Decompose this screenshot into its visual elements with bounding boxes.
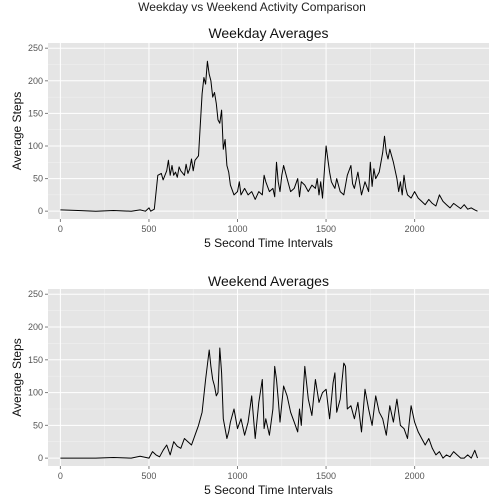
panel-1-x-tick-label: 2000 [405,224,425,234]
panel-1-title: Weekday Averages [208,25,328,41]
panel-2-y-axis-label: Average Steps [10,338,24,417]
panel-2-plot-background [48,289,489,466]
panel-1-y-tick-label: 100 [28,141,43,151]
panel-1-x-tick-label: 1500 [316,224,336,234]
panel-2-y-tick-label: 250 [28,289,43,299]
panel-2-y-tick-label: 150 [28,355,43,365]
panel-2-y-tick-label: 50 [33,420,43,430]
panel-1-y-tick-label: 250 [28,43,43,53]
panel-2-x-axis-label: 5 Second Time Intervals [204,483,333,497]
panel-2-x-tick-label: 1500 [316,471,336,481]
panel-2-y-tick-label: 200 [28,322,43,332]
panel-1-x-axis-label: 5 Second Time Intervals [204,236,333,250]
panel-1-y-tick-label: 50 [33,174,43,184]
panel-2-title: Weekend Averages [208,273,329,289]
panel-1-x-tick-label: 1000 [227,224,247,234]
panel-2-y-tick-label: 100 [28,388,43,398]
panel-1-x-tick-label: 500 [141,224,156,234]
panel-2-y-tick-label: 0 [38,453,43,463]
panel-2-x-tick-label: 2000 [405,471,425,481]
panel-1-y-tick-label: 0 [38,206,43,216]
panel-1-y-tick-label: 150 [28,108,43,118]
panel-2-x-tick-label: 0 [58,471,63,481]
panel-2-x-tick-label: 1000 [227,471,247,481]
panel-1-x-tick-label: 0 [58,224,63,234]
panel-2-x-tick-label: 500 [141,471,156,481]
panel-1-y-tick-label: 200 [28,76,43,86]
panel-1-y-axis-label: Average Steps [10,92,24,171]
panel-1-plot-background [48,43,489,219]
